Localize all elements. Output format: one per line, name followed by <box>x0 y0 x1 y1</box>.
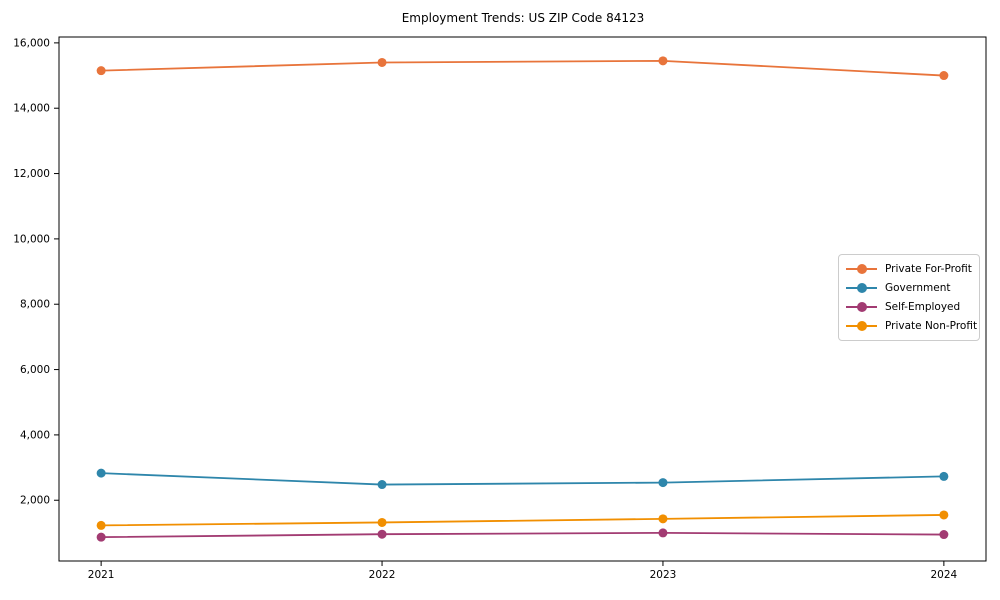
series-line-2 <box>101 532 944 539</box>
y-tick-label: 2,000 <box>20 495 50 507</box>
series-marker-1 <box>96 468 106 478</box>
x-tick-label: 2024 <box>930 569 957 581</box>
legend-entry: Private Non-Profit <box>846 317 978 336</box>
y-tick-label: 14,000 <box>13 103 50 115</box>
series-marker-2 <box>939 530 949 540</box>
legend-line-marker-icon <box>846 321 877 332</box>
series-marker-3 <box>377 517 387 527</box>
y-tick-label: 4,000 <box>20 429 50 441</box>
x-tick-label: 2023 <box>650 569 677 581</box>
series-marker-2 <box>377 529 387 539</box>
legend-label: Government <box>885 281 951 294</box>
series-marker-1 <box>377 480 387 490</box>
series-line-1 <box>101 472 944 486</box>
series-marker-3 <box>939 510 949 520</box>
y-tick-label: 16,000 <box>13 37 50 49</box>
legend-entry: Government <box>846 278 975 297</box>
y-tick-label: 12,000 <box>13 168 50 180</box>
legend: Private For-Profit Government Self-Emplo… <box>838 254 980 341</box>
series-marker-1 <box>658 478 668 488</box>
legend-line-marker-icon <box>846 263 877 274</box>
legend-dot-icon <box>856 282 867 293</box>
series-marker-2 <box>96 532 106 542</box>
legend-entry: Private For-Profit <box>846 259 975 278</box>
series-line-0 <box>101 59 944 77</box>
legend-entry: Self-Employed <box>846 298 975 317</box>
series-marker-3 <box>96 520 106 530</box>
chart-title: Employment Trends: US ZIP Code 84123 <box>401 11 645 25</box>
x-tick-label: 2021 <box>88 569 115 581</box>
y-tick-label: 10,000 <box>13 233 50 245</box>
series-marker-3 <box>658 514 668 524</box>
legend-dot-icon <box>856 263 867 274</box>
legend-label: Private Non-Profit <box>885 320 978 333</box>
y-tick-label: 8,000 <box>20 299 50 311</box>
legend-dot-icon <box>856 302 867 313</box>
series-marker-2 <box>658 528 668 538</box>
series-line-3 <box>101 514 944 527</box>
series-marker-0 <box>377 57 387 67</box>
legend-dot-icon <box>856 321 867 332</box>
legend-label: Private For-Profit <box>885 262 972 275</box>
legend-line-marker-icon <box>846 282 877 293</box>
series-marker-0 <box>658 56 668 66</box>
y-tick-label: 6,000 <box>20 364 50 376</box>
series-marker-0 <box>96 66 106 76</box>
series-marker-0 <box>939 71 949 81</box>
legend-label: Self-Employed <box>885 301 961 314</box>
legend-line-marker-icon <box>846 302 877 313</box>
series-marker-1 <box>939 471 949 481</box>
plot-frame <box>58 36 987 562</box>
x-tick-label: 2022 <box>369 569 396 581</box>
